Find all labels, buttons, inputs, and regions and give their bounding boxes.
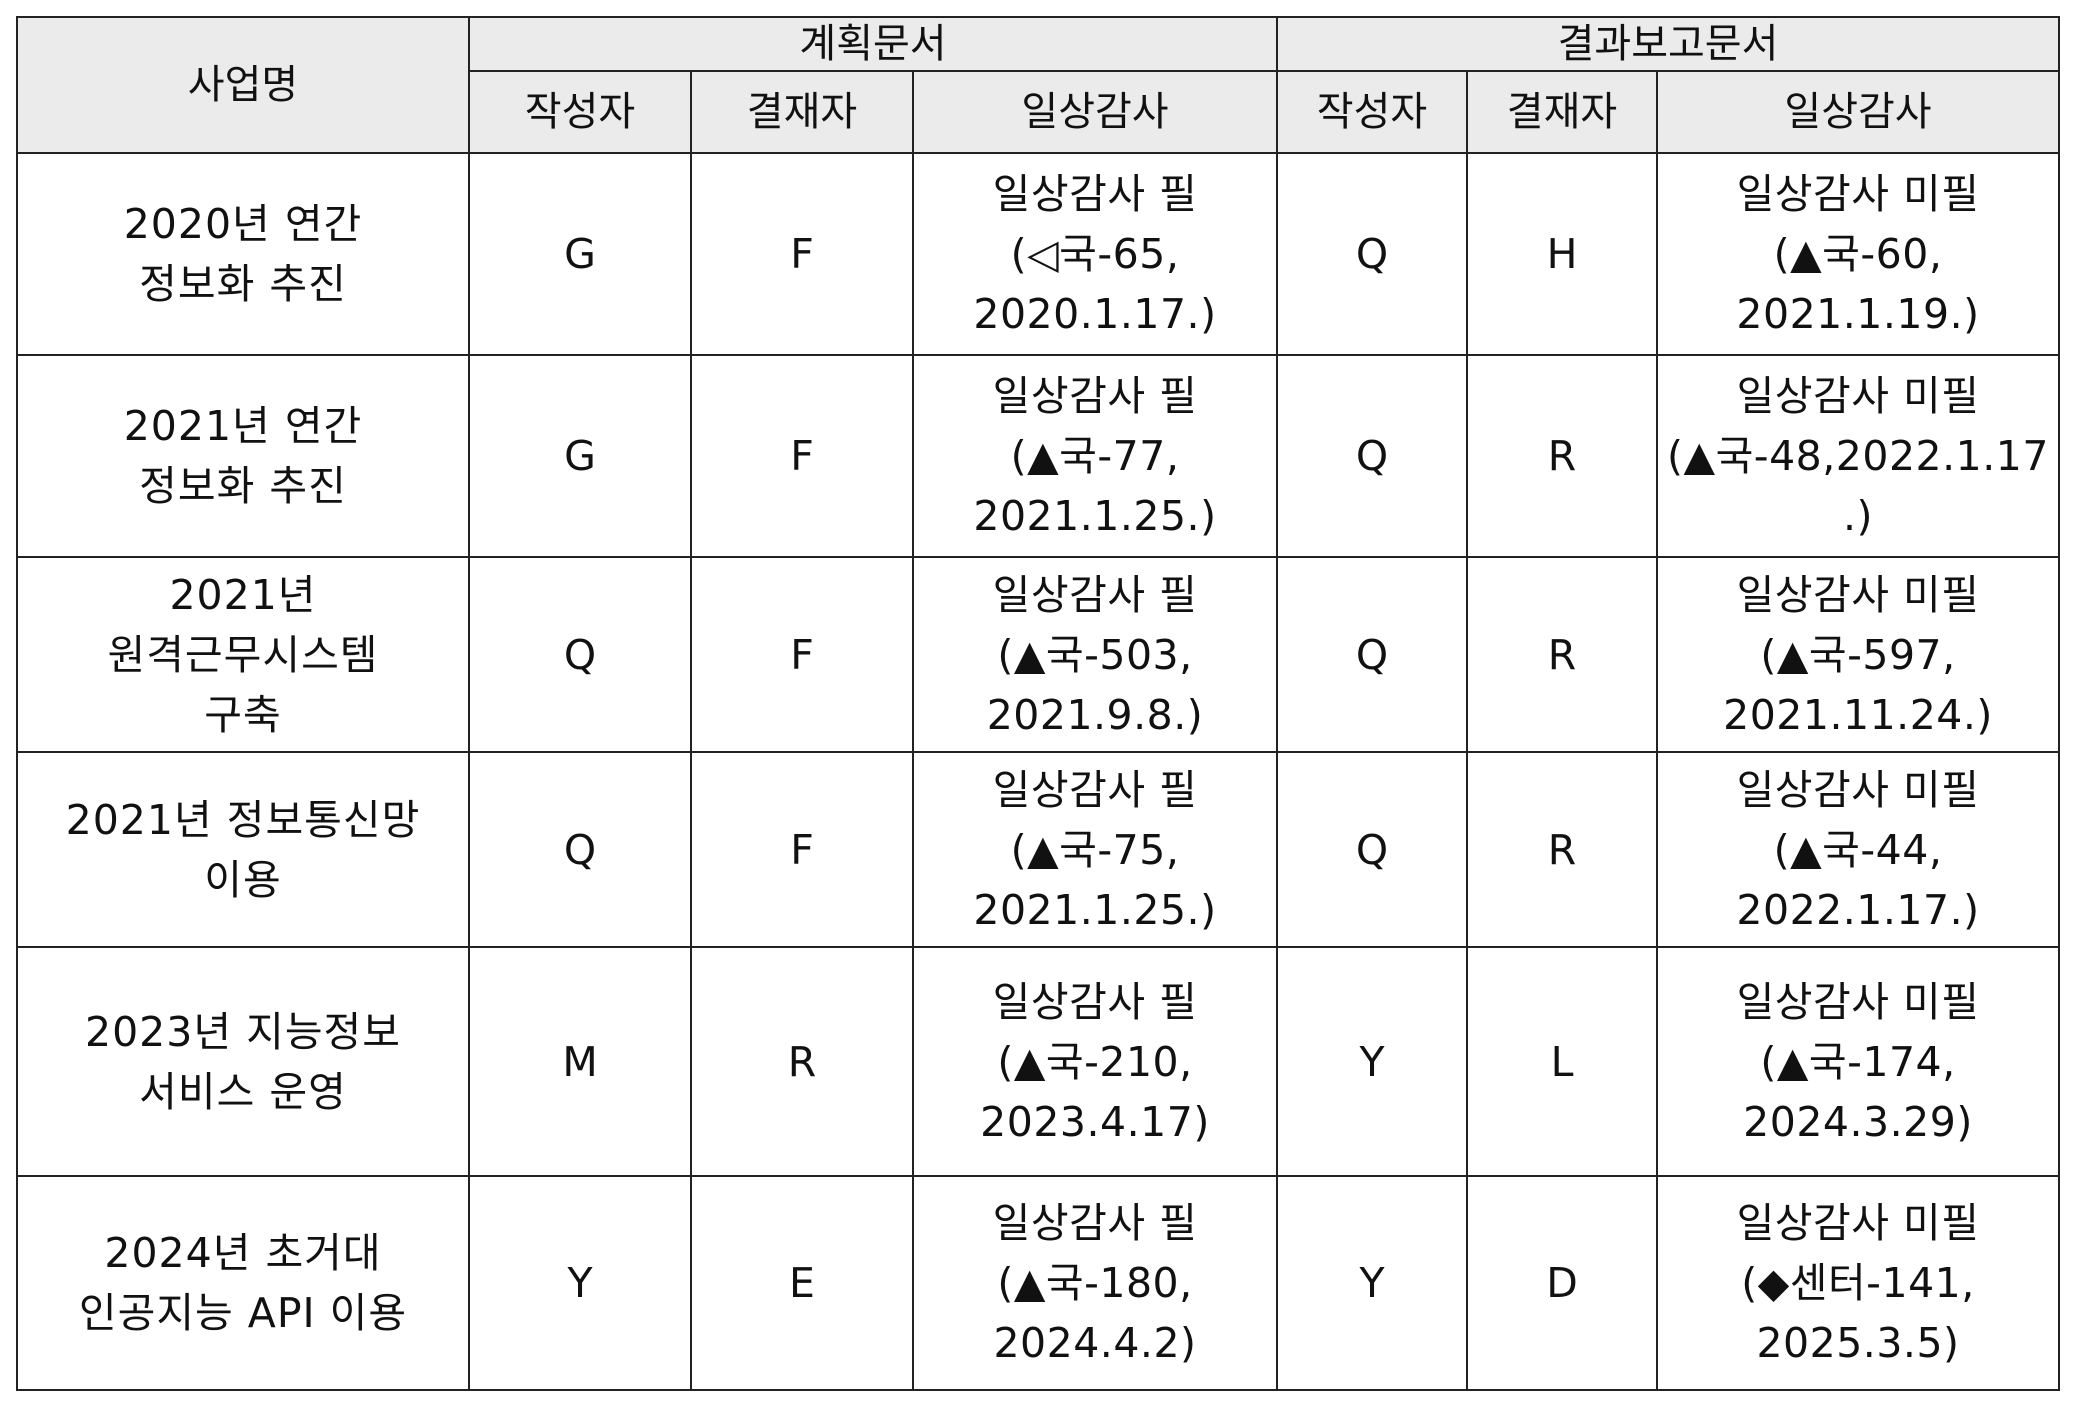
header-row-columns: 작성자 결재자 일상감사 작성자 결재자 일상감사: [17, 70, 2061, 154]
table-row: 2021년 연간 정보화 추진 G F 일상감사 필 (▲국-77, 2021.…: [16, 354, 2061, 558]
plan-approver-cell: R: [690, 946, 914, 1177]
plan-audit-cell: 일상감사 필 (▲국-503, 2021.9.8.): [912, 556, 1278, 753]
header-plan-approver: 결재자: [690, 70, 914, 154]
table-row: 2024년 초거대 인공지능 API 이용 Y E 일상감사 필 (▲국-180…: [16, 1175, 2061, 1391]
plan-approver-cell: F: [690, 751, 914, 948]
table-row: 2021년 정보통신망 이용 Q F 일상감사 필 (▲국-75, 2021.1…: [16, 751, 2061, 948]
result-audit-cell: 일상감사 미필 (▲국-597, 2021.11.24.): [1655, 556, 2061, 753]
result-author-cell: Q: [1276, 751, 1468, 948]
plan-author-cell: G: [468, 354, 692, 558]
plan-approver-cell: E: [690, 1175, 914, 1391]
table-body: 2020년 연간 정보화 추진 G F 일상감사 필 (◁국-65, 2020.…: [16, 152, 2061, 1391]
result-audit-cell: 일상감사 미필 (▲국-48,2022.1.17 .): [1655, 354, 2061, 558]
result-audit-cell: 일상감사 미필 (▲국-44, 2022.1.17.): [1655, 751, 2061, 948]
header-plan-group: 계획문서: [468, 16, 1278, 72]
table-row: 2020년 연간 정보화 추진 G F 일상감사 필 (◁국-65, 2020.…: [16, 152, 2061, 356]
result-audit-cell: 일상감사 미필 (▲국-174, 2024.3.29): [1655, 946, 2061, 1177]
plan-audit-cell: 일상감사 필 (▲국-75, 2021.1.25.): [912, 751, 1278, 948]
table-row: 2023년 지능정보 서비스 운영 M R 일상감사 필 (▲국-210, 20…: [16, 946, 2061, 1177]
plan-author-cell: Q: [468, 556, 692, 753]
plan-author-cell: G: [468, 152, 692, 356]
result-approver-cell: R: [1466, 354, 1658, 558]
project-name-cell: 2021년 정보통신망 이용: [16, 751, 470, 948]
result-author-cell: Q: [1276, 152, 1468, 356]
project-name-cell: 2023년 지능정보 서비스 운영: [16, 946, 470, 1177]
header-row-groups: 사업명 계획문서 결과보고문서: [16, 16, 2061, 154]
plan-approver-cell: F: [690, 152, 914, 356]
result-audit-cell: 일상감사 미필 (◆센터-141, 2025.3.5): [1655, 1175, 2061, 1391]
table-header: 사업명 계획문서 결과보고문서 작성자 결재자 일상감사 작성자 결재자 일상감…: [16, 16, 2061, 154]
header-result-audit: 일상감사: [1655, 70, 2061, 154]
project-name-cell: 2024년 초거대 인공지능 API 이용: [16, 1175, 470, 1391]
plan-audit-cell: 일상감사 필 (▲국-180, 2024.4.2): [912, 1175, 1278, 1391]
result-author-cell: Y: [1276, 946, 1468, 1177]
header-plan-audit: 일상감사: [912, 70, 1278, 154]
table-row: 2021년 원격근무시스템 구축 Q F 일상감사 필 (▲국-503, 202…: [16, 556, 2061, 753]
header-result-author: 작성자: [1276, 70, 1468, 154]
result-approver-cell: R: [1466, 556, 1658, 753]
header-result-group: 결과보고문서: [1275, 16, 2061, 72]
plan-approver-cell: F: [690, 354, 914, 558]
project-name-cell: 2020년 연간 정보화 추진: [16, 152, 470, 356]
header-project: 사업명: [16, 16, 470, 154]
plan-author-cell: Y: [468, 1175, 692, 1391]
plan-audit-cell: 일상감사 필 (◁국-65, 2020.1.17.): [912, 152, 1278, 356]
result-author-cell: Q: [1276, 354, 1468, 558]
header-result-approver: 결재자: [1466, 70, 1658, 154]
plan-author-cell: Q: [468, 751, 692, 948]
header-plan-author: 작성자: [468, 70, 692, 154]
plan-author-cell: M: [468, 946, 692, 1177]
result-approver-cell: H: [1466, 152, 1658, 356]
result-approver-cell: D: [1466, 1175, 1658, 1391]
plan-audit-cell: 일상감사 필 (▲국-210, 2023.4.17): [912, 946, 1278, 1177]
result-approver-cell: R: [1466, 751, 1658, 948]
result-approver-cell: L: [1466, 946, 1658, 1177]
result-audit-cell: 일상감사 미필 (▲국-60, 2021.1.19.): [1655, 152, 2061, 356]
result-author-cell: Q: [1276, 556, 1468, 753]
project-name-cell: 2021년 원격근무시스템 구축: [16, 556, 470, 753]
project-name-cell: 2021년 연간 정보화 추진: [16, 354, 470, 558]
plan-approver-cell: F: [690, 556, 914, 753]
result-author-cell: Y: [1276, 1175, 1468, 1391]
plan-audit-cell: 일상감사 필 (▲국-77, 2021.1.25.): [912, 354, 1278, 558]
audit-table: 사업명 계획문서 결과보고문서 작성자 결재자 일상감사 작성자 결재자 일상감…: [16, 16, 2061, 1391]
